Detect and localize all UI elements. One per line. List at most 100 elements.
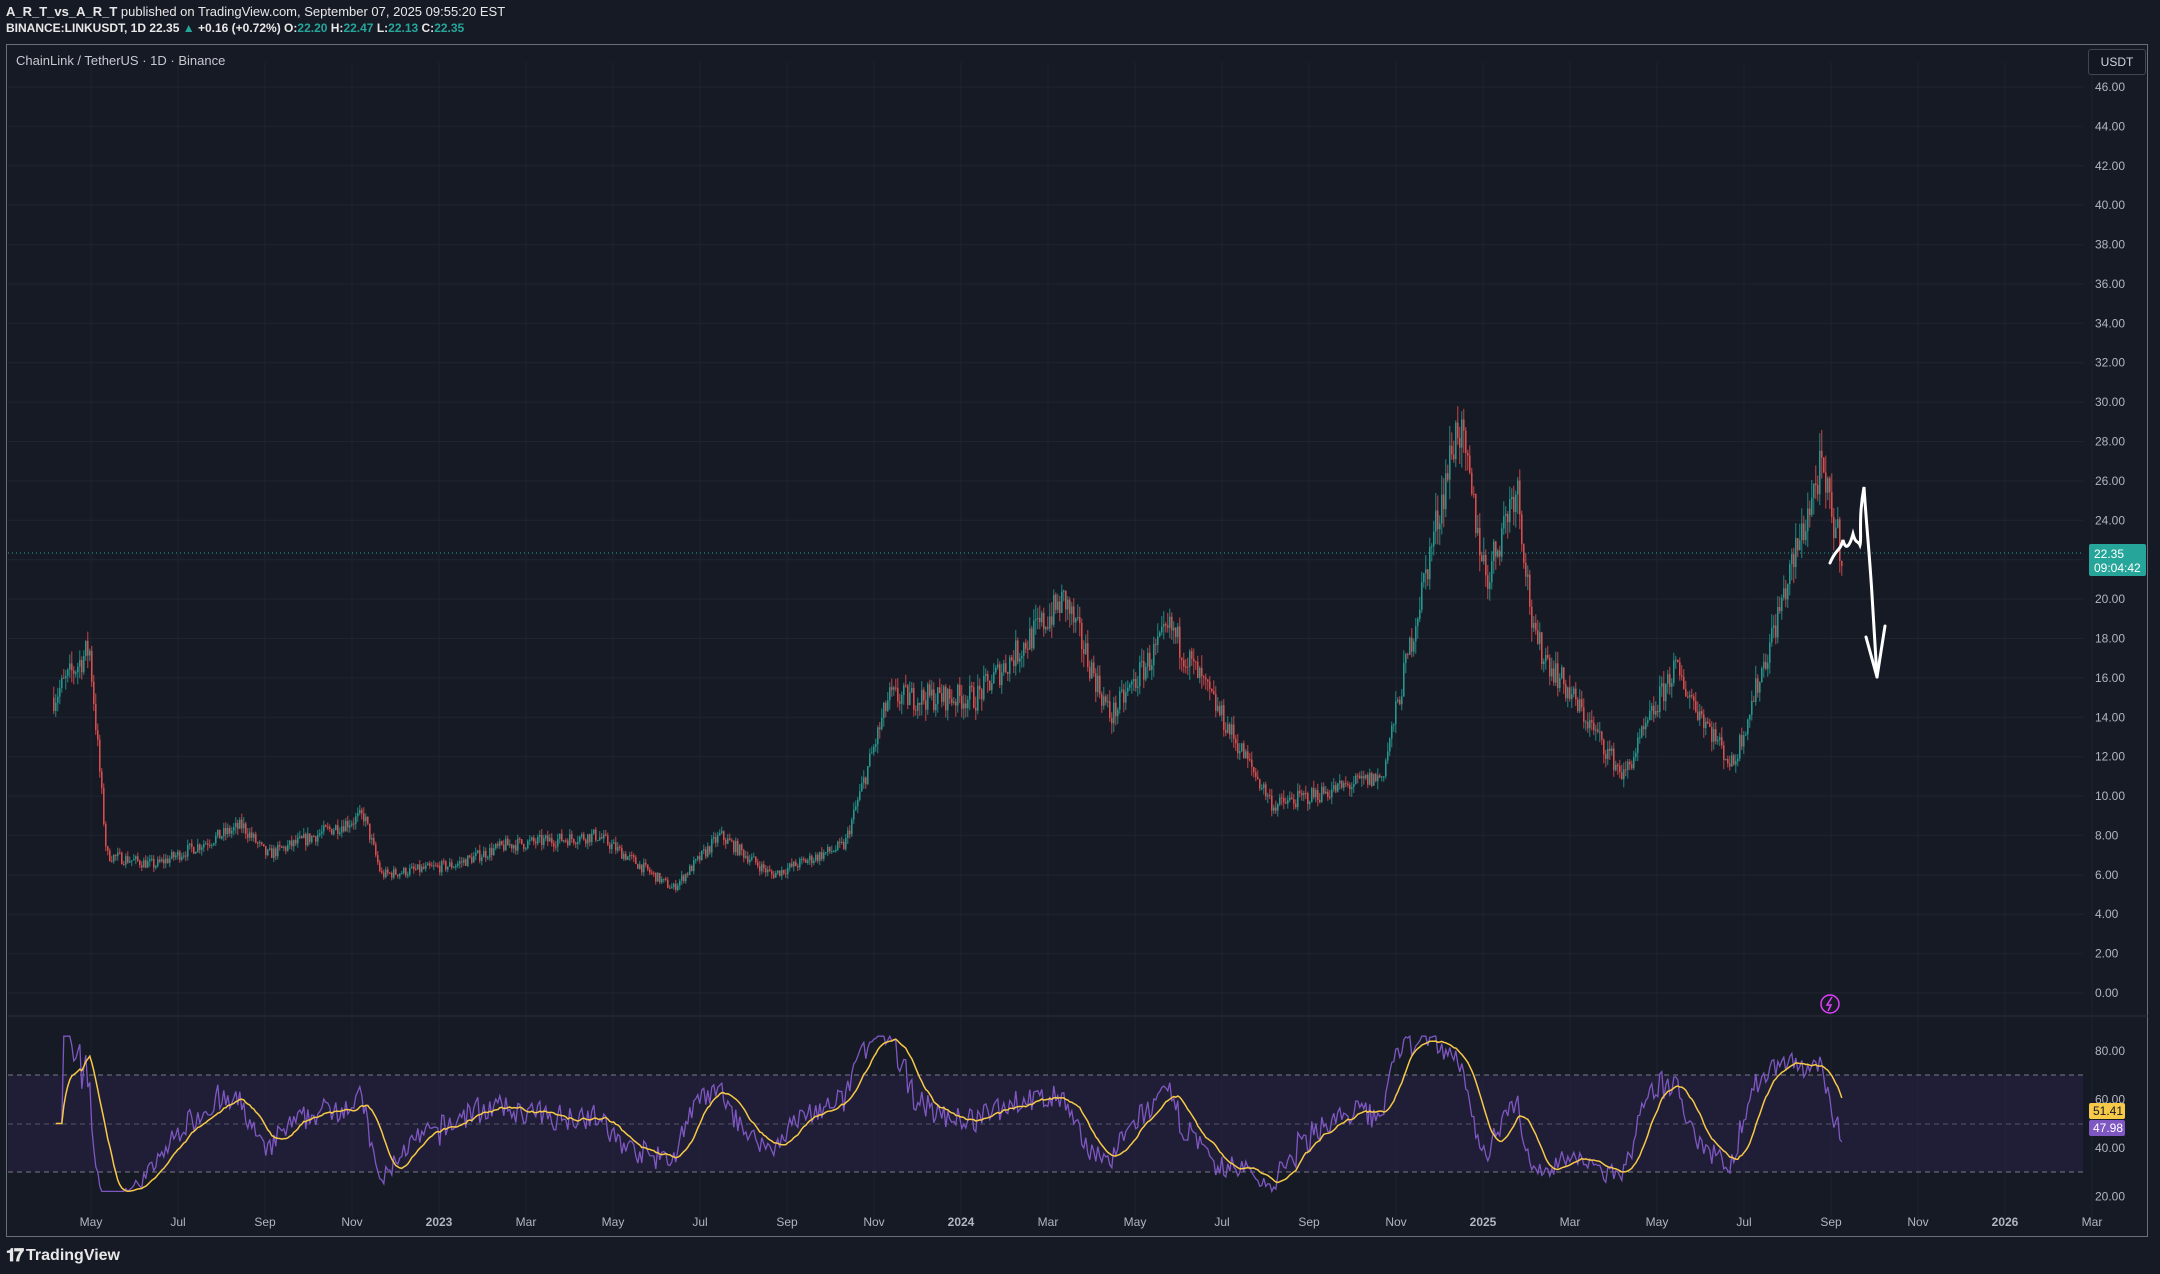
candle xyxy=(1577,696,1579,714)
candle xyxy=(1793,547,1795,584)
currency-button[interactable]: USDT xyxy=(2088,49,2146,75)
candle xyxy=(917,697,919,719)
candle xyxy=(959,677,961,704)
candle xyxy=(1671,678,1673,698)
candle xyxy=(591,829,593,846)
author-name[interactable]: A_R_T_vs_A_R_T xyxy=(6,4,118,19)
candle xyxy=(945,684,947,718)
time-tick-label: Mar xyxy=(516,1215,537,1229)
candle xyxy=(461,857,463,868)
time-tick-label: Mar xyxy=(2082,1215,2103,1229)
candle xyxy=(1449,425,1451,500)
close-label: C: xyxy=(421,21,435,35)
candle xyxy=(1465,427,1467,471)
price-tick-label: 38.00 xyxy=(2095,238,2125,252)
candle xyxy=(975,696,977,721)
candle xyxy=(777,870,779,876)
candle xyxy=(977,674,979,715)
candle xyxy=(387,866,389,876)
candle xyxy=(91,645,93,687)
candle xyxy=(1003,659,1005,676)
candle xyxy=(1227,716,1229,734)
candle xyxy=(93,675,95,712)
candle xyxy=(1751,690,1753,721)
candle xyxy=(1571,686,1573,708)
candle xyxy=(1203,674,1205,686)
candle xyxy=(1493,538,1495,574)
candle xyxy=(161,857,163,863)
candle xyxy=(253,832,255,842)
candle xyxy=(821,847,823,862)
candle xyxy=(327,822,329,830)
candle xyxy=(1339,774,1341,790)
candle xyxy=(305,832,307,851)
candle xyxy=(1545,647,1547,670)
time-tick-label: May xyxy=(1124,1215,1147,1229)
candle xyxy=(1175,626,1177,644)
candle xyxy=(157,856,159,868)
candle xyxy=(819,851,821,866)
candle xyxy=(717,831,719,847)
candle xyxy=(1815,465,1817,499)
candle xyxy=(915,705,917,716)
candle xyxy=(783,869,785,876)
time-tick-label: Nov xyxy=(863,1215,884,1229)
candle xyxy=(1137,675,1139,697)
candle xyxy=(175,852,177,861)
candle xyxy=(1217,697,1219,713)
candle xyxy=(951,689,953,707)
candle xyxy=(1505,506,1507,534)
candle xyxy=(865,776,867,789)
candle xyxy=(981,688,983,711)
candle xyxy=(1397,697,1399,704)
candle xyxy=(973,681,975,709)
candle xyxy=(463,857,465,866)
tradingview-logo[interactable]: 𝟏𝟕 TradingView xyxy=(6,1245,120,1266)
candle xyxy=(1451,432,1453,460)
candle xyxy=(593,829,595,835)
candle xyxy=(217,829,219,839)
candle xyxy=(637,863,639,869)
candle xyxy=(1491,551,1493,590)
candle xyxy=(321,824,323,839)
candle xyxy=(1151,659,1153,680)
candle xyxy=(1703,709,1705,738)
candle xyxy=(1043,607,1045,637)
candle xyxy=(193,846,195,855)
candle xyxy=(229,825,231,837)
candle xyxy=(63,669,65,679)
candle xyxy=(1767,654,1769,677)
candle xyxy=(173,851,175,861)
candle xyxy=(1813,483,1815,515)
candle xyxy=(1445,459,1447,518)
candle xyxy=(1231,717,1233,743)
candle xyxy=(1809,500,1811,528)
candle xyxy=(311,835,313,844)
candle xyxy=(649,867,651,876)
candle xyxy=(299,830,301,839)
candle xyxy=(773,870,775,880)
candle xyxy=(899,693,901,711)
candle xyxy=(803,856,805,863)
candle xyxy=(1123,683,1125,713)
candle xyxy=(1061,584,1063,614)
candle xyxy=(183,851,185,860)
candle xyxy=(873,744,875,756)
candle xyxy=(1225,722,1227,737)
candle xyxy=(1425,555,1427,590)
candle xyxy=(933,682,935,713)
candle xyxy=(1423,572,1425,588)
candle xyxy=(493,844,495,856)
candle xyxy=(1153,636,1155,677)
candle xyxy=(949,685,951,705)
candle xyxy=(1691,688,1693,699)
chart-frame[interactable] xyxy=(6,44,2148,1237)
candle xyxy=(943,684,945,706)
candle xyxy=(781,866,783,880)
candle xyxy=(1543,658,1545,673)
candle xyxy=(219,829,221,839)
candle xyxy=(1287,795,1289,809)
low-value: 22.13 xyxy=(388,21,419,35)
candle xyxy=(1649,700,1651,721)
